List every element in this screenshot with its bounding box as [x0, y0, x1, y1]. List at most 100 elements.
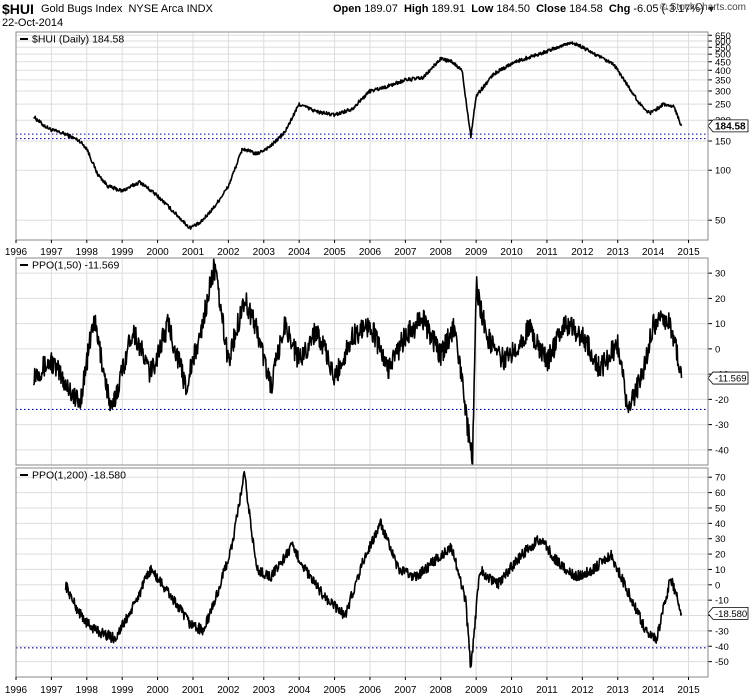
y-tick-label: 10 — [715, 565, 726, 576]
x-tick-label: 1999 — [111, 247, 134, 258]
x-tick-label: 2014 — [642, 247, 665, 258]
series-line — [32, 258, 683, 465]
exchange-name: NYSE Arca — [128, 3, 184, 15]
open-label: Open — [333, 3, 362, 15]
high-label: High — [403, 3, 429, 15]
x-tick-label: 2009 — [465, 247, 488, 258]
y-tick-label: 0 — [715, 344, 720, 355]
x-tick-label: 2003 — [253, 247, 276, 258]
change-value: -6.05 (-3.17%) — [633, 3, 704, 15]
panel-frame — [15, 257, 709, 466]
y-tick-label: 30 — [715, 534, 726, 545]
panel-legend-label: PPO(1,200) -18.580 — [32, 470, 126, 482]
x-tick-label: 2007 — [394, 685, 417, 696]
series-line — [33, 41, 683, 230]
y-tick-label: 250 — [715, 100, 731, 111]
y-tick-label: -10 — [715, 596, 729, 607]
instrument-type: INDX — [186, 3, 213, 15]
last-value-tag: -18.580 — [707, 606, 749, 620]
y-tick-label: 400 — [715, 66, 731, 77]
x-tick-label: 2006 — [359, 247, 382, 258]
last-value-tag-box — [707, 606, 749, 620]
y-tick-label: -20 — [715, 395, 729, 406]
x-tick-label: 2005 — [323, 685, 346, 696]
x-tick-label: 2003 — [253, 685, 276, 696]
x-tick-label: 1997 — [40, 247, 63, 258]
last-value-label: 184.58 — [715, 121, 746, 132]
panel-legend-label: PPO(1,50) -11.569 — [32, 260, 120, 272]
y-tick-label: 10 — [715, 319, 726, 330]
x-tick-label: 2001 — [182, 685, 205, 696]
last-value-tag: 184.58 — [707, 119, 749, 133]
y-tick-label: -40 — [715, 445, 729, 456]
x-tick-label: 2011 — [536, 247, 558, 258]
x-tick-label: 2013 — [607, 685, 630, 696]
x-tick-label: 2004 — [288, 685, 311, 696]
x-tick-label: 2014 — [642, 685, 665, 696]
index-name: Gold Bugs Index NYSE Arca INDX — [41, 3, 213, 15]
y-tick-label: -30 — [715, 420, 729, 431]
x-tick-label: 1996 — [5, 247, 28, 258]
y-tick-label: 500 — [715, 50, 731, 61]
y-tick-label: 20 — [715, 550, 726, 561]
y-tick-label: 600 — [715, 37, 731, 48]
y-tick-label: 300 — [715, 87, 731, 98]
y-tick-label: 0 — [715, 580, 720, 591]
x-tick-label: 1998 — [76, 247, 99, 258]
x-tick-label: 2013 — [607, 247, 630, 258]
y-tick-label: 50 — [715, 503, 726, 514]
ohlc-summary: Open 189.07 High 189.91 Low 184.50 Close… — [333, 3, 716, 15]
y-tick-label: 550 — [715, 43, 731, 54]
series-line — [64, 470, 683, 668]
ticker-symbol: $HUI — [2, 1, 34, 17]
x-tick-label: 2015 — [677, 685, 700, 696]
low-label: Low — [471, 3, 494, 15]
x-tick-label: 2011 — [536, 685, 558, 696]
y-tick-label: 20 — [715, 294, 726, 305]
x-tick-label: 1997 — [40, 685, 63, 696]
close-label: Close — [536, 3, 567, 15]
y-tick-label: 650 — [715, 31, 731, 42]
y-tick-label: 150 — [715, 136, 731, 147]
x-tick-label: 2012 — [571, 247, 594, 258]
y-tick-label: -30 — [715, 626, 729, 637]
x-tick-label: 2010 — [500, 685, 523, 696]
x-tick-label: 2009 — [465, 685, 488, 696]
last-value-tag-box — [707, 119, 749, 133]
panel-frame — [15, 31, 709, 241]
panel-frame — [15, 467, 709, 678]
y-tick-label: 100 — [715, 166, 731, 177]
x-tick-label: 2015 — [677, 247, 700, 258]
panel-legend-label: $HUI (Daily) 184.58 — [32, 34, 124, 46]
last-value-label: -18.580 — [715, 609, 747, 620]
quote-date: 22-Oct-2014 — [2, 17, 64, 29]
panel-price: 5010015020025030035040045050055060065018… — [5, 31, 749, 258]
y-tick-label: 70 — [715, 473, 726, 484]
chart-header: $HUI Gold Bugs Index NYSE Arca INDX 22-O… — [0, 0, 750, 32]
x-tick-label: 2001 — [182, 247, 205, 258]
index-title: Gold Bugs Index — [41, 3, 123, 15]
y-tick-label: 40 — [715, 519, 726, 530]
x-tick-label: 1996 — [5, 685, 28, 696]
last-value-label: -11.569 — [715, 374, 747, 385]
x-tick-label: 2000 — [146, 247, 169, 258]
y-tick-label: 450 — [715, 57, 731, 68]
x-tick-label: 1998 — [76, 685, 99, 696]
last-value-tag: -11.569 — [707, 371, 749, 385]
close-value: 184.58 — [569, 3, 603, 15]
x-tick-label: 2010 — [500, 247, 523, 258]
y-tick-label: -50 — [715, 657, 729, 668]
x-tick-label: 2012 — [571, 685, 594, 696]
x-tick-label: 2008 — [430, 685, 453, 696]
open-value: 189.07 — [364, 3, 398, 15]
x-tick-label: 2005 — [323, 247, 346, 258]
y-tick-label: 50 — [715, 216, 726, 227]
panel-ppo2: 706050403020100-10-20-30-40-50-18.580PPO… — [5, 467, 749, 696]
x-tick-label: 1999 — [111, 685, 134, 696]
x-tick-label: 2002 — [217, 685, 240, 696]
x-tick-label: 2002 — [217, 247, 240, 258]
y-tick-label: -40 — [715, 642, 729, 653]
x-tick-label: 2000 — [146, 685, 169, 696]
change-down-arrow-icon: ▼ — [706, 4, 716, 14]
